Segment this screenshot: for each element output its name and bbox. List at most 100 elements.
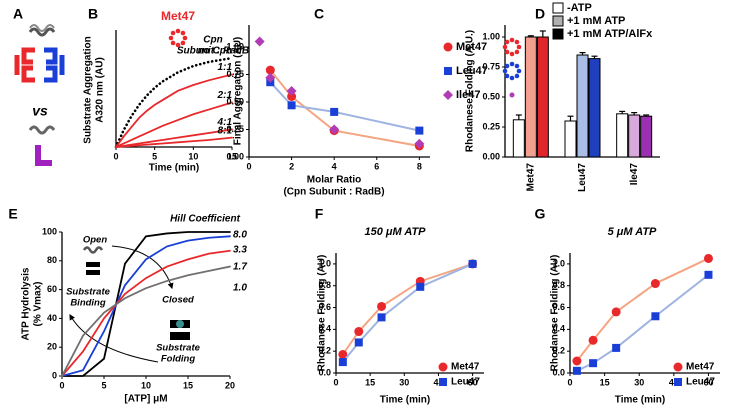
- legend-label: Leu47: [686, 377, 715, 388]
- fit-line: [269, 69, 420, 147]
- x-tick-label: 0: [246, 161, 251, 171]
- marker: [286, 86, 297, 96]
- marker: [354, 338, 363, 347]
- legend-swatch: [552, 2, 564, 14]
- marker: [414, 138, 425, 149]
- x-tick-label: 0: [113, 151, 118, 161]
- legend-title: Cpn: [203, 35, 222, 46]
- bar: [616, 113, 629, 158]
- ring-icon: [175, 28, 181, 34]
- marker: [673, 362, 683, 372]
- x-axis-label: Time (min): [615, 395, 665, 406]
- x-tick-label: Leu47: [577, 163, 588, 192]
- y-tick-label: 0.25: [482, 121, 500, 131]
- x-tick-label: 4: [332, 161, 337, 171]
- y-tick-label: 0.4: [318, 324, 331, 334]
- y-tick-label: 80: [47, 255, 57, 265]
- annotation: Open: [83, 235, 107, 246]
- panel-label: G: [535, 206, 546, 222]
- x-tick-label: 30: [399, 377, 409, 387]
- panel-label: B: [88, 6, 98, 22]
- ring-icon: [175, 42, 181, 48]
- x-tick-label: 15: [227, 151, 237, 161]
- y-axis-label: A320 nm (AU): [95, 57, 106, 123]
- legend-label: Ile47: [456, 89, 480, 101]
- y-tick-label: 1.00: [482, 31, 500, 41]
- bar: [512, 119, 525, 158]
- y-tick-label: 0.4: [552, 324, 565, 334]
- marker: [416, 282, 425, 291]
- ring-icon: [504, 73, 510, 79]
- marker: [287, 101, 296, 110]
- y-axis-label: Rhodanese Folding (AU): [550, 255, 561, 372]
- marker: [377, 313, 386, 322]
- y-tick-label: 0.6: [318, 302, 331, 312]
- y-tick-label: 1.0: [552, 258, 565, 268]
- ring-icon: [514, 73, 520, 79]
- vs-label: vs: [32, 103, 48, 119]
- y-axis-label: Final Aggregation (AU): [233, 37, 244, 146]
- x-tick-label: 15: [600, 377, 610, 387]
- series-line: [61, 265, 231, 377]
- y-tick-label: 100: [42, 226, 57, 236]
- x-tick-label: Met47: [525, 163, 536, 192]
- x-tick-label: Ile47: [629, 163, 640, 186]
- fit-line: [576, 257, 709, 362]
- legend-label: Met47: [451, 362, 480, 373]
- axis: [569, 253, 720, 374]
- marker: [572, 366, 581, 375]
- marker: [703, 253, 713, 263]
- annotation: Binding: [70, 298, 106, 309]
- annotation: Folding: [161, 354, 195, 365]
- ring-icon: [516, 68, 522, 74]
- panel-label: C: [314, 6, 324, 22]
- legend-label: Met47: [686, 362, 715, 373]
- fit-line: [576, 274, 710, 372]
- series-label: 1.0: [233, 283, 247, 294]
- marker: [415, 126, 424, 135]
- bar: [536, 36, 549, 158]
- y-tick-label: 1.0: [318, 258, 331, 268]
- ring-icon: [170, 30, 176, 36]
- fit-line: [342, 262, 474, 363]
- marker: [612, 343, 621, 352]
- marker: [674, 378, 682, 386]
- series-label: 3.3: [233, 245, 247, 256]
- marker: [443, 42, 453, 52]
- x-tick-label: 60: [703, 377, 713, 387]
- x-tick-label: 45: [669, 377, 679, 387]
- marker: [444, 67, 452, 75]
- marker: [438, 362, 448, 372]
- legend-label: Met47: [456, 41, 487, 53]
- ring-icon: [509, 37, 515, 43]
- marker: [704, 270, 713, 279]
- marker: [588, 335, 598, 345]
- x-axis-label: Time (min): [149, 163, 199, 174]
- annotation: Closed: [162, 295, 194, 306]
- x-tick-label: 10: [141, 380, 151, 390]
- y-tick-label: 0.6: [552, 302, 565, 312]
- ring-icon: [516, 44, 522, 50]
- annotation: Substrate: [156, 343, 201, 354]
- ring-icon: [509, 61, 515, 67]
- marker: [572, 356, 582, 366]
- bar: [524, 36, 537, 158]
- ring-icon: [504, 49, 510, 55]
- legend-label: -ATP: [567, 2, 592, 14]
- marker: [287, 92, 297, 101]
- fit-line: [269, 81, 420, 132]
- series-line: [115, 136, 233, 148]
- ring-icon: [168, 35, 174, 41]
- panel-label: F: [315, 206, 324, 222]
- y-axis-label: (% Vmax): [33, 281, 44, 326]
- dot-icon: [509, 92, 515, 98]
- bar: [640, 115, 653, 158]
- marker: [330, 107, 339, 116]
- marker: [338, 358, 347, 367]
- x-tick-label: 15: [365, 377, 375, 387]
- marker: [338, 349, 348, 359]
- axis: [335, 253, 484, 374]
- ring-icon: [180, 30, 186, 36]
- chart-title: 150 μM ATP: [364, 226, 426, 238]
